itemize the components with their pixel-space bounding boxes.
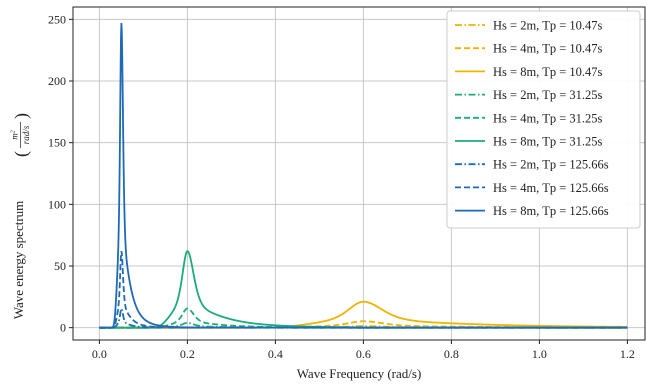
x-axis-ticks: 0.0 0.2 0.4 0.6 0.8 1.0 1.2: [92, 340, 635, 361]
x-tick-label: 0.8: [444, 347, 459, 361]
y-unit-num-base: m: [10, 133, 20, 140]
series-line: [99, 22, 628, 329]
y-tick-label: 150: [48, 136, 66, 150]
legend-box: [446, 10, 641, 229]
legend-label: Hs = 8m, Tp = 31.25s: [493, 135, 602, 149]
y-unit-denominator: rad/s: [21, 125, 31, 144]
y-axis-ticks: 0 50 100 150 200 250: [48, 12, 73, 335]
y-unit-numerator: m2: [10, 130, 20, 140]
x-tick-label: 0.6: [356, 347, 371, 361]
legend-label: Hs = 4m, Tp = 31.25s: [493, 111, 602, 125]
plot-frame: [72, 6, 646, 341]
legend-label: Hs = 2m, Tp = 31.25s: [493, 88, 602, 102]
y-axis-label-group: Wave energy spectrum ( m2 rad/s ): [10, 113, 33, 319]
y-unit-num-exp: 2: [11, 130, 17, 133]
series-layer: [99, 22, 628, 329]
x-tick-label: 0.0: [92, 347, 107, 361]
y-axis-unit: ( m2 rad/s ): [10, 113, 33, 157]
x-tick-label: 0.2: [180, 347, 195, 361]
legend: Hs = 2m, Tp = 10.47s Hs = 4m, Tp = 10.47s…: [446, 10, 641, 229]
legend-label: Hs = 8m, Tp = 10.47s: [493, 65, 602, 79]
legend-label: Hs = 4m, Tp = 10.47s: [493, 42, 602, 56]
x-tick-label: 1.2: [620, 347, 635, 361]
legend-label: Hs = 8m, Tp = 125.66s: [493, 204, 609, 218]
y-tick-label: 0: [60, 321, 66, 335]
y-axis-label-text: Wave energy spectrum: [11, 201, 26, 320]
x-tick-label: 0.4: [268, 347, 283, 361]
y-unit-paren-right: ): [11, 113, 32, 119]
y-unit-paren-left: (: [11, 151, 32, 157]
y-tick-label: 200: [48, 74, 66, 88]
x-axis-label: Wave Frequency (rad/s): [297, 366, 422, 381]
y-tick-label: 250: [48, 12, 66, 26]
legend-label: Hs = 4m, Tp = 125.66s: [493, 181, 609, 195]
y-axis-label: Wave energy spectrum: [11, 201, 26, 320]
y-tick-label: 100: [48, 197, 66, 211]
series-line: [99, 320, 628, 329]
x-tick-label: 1.0: [532, 347, 547, 361]
legend-label: Hs = 2m, Tp = 125.66s: [493, 158, 609, 172]
legend-label: Hs = 2m, Tp = 10.47s: [493, 19, 602, 33]
y-tick-label: 50: [54, 259, 66, 273]
